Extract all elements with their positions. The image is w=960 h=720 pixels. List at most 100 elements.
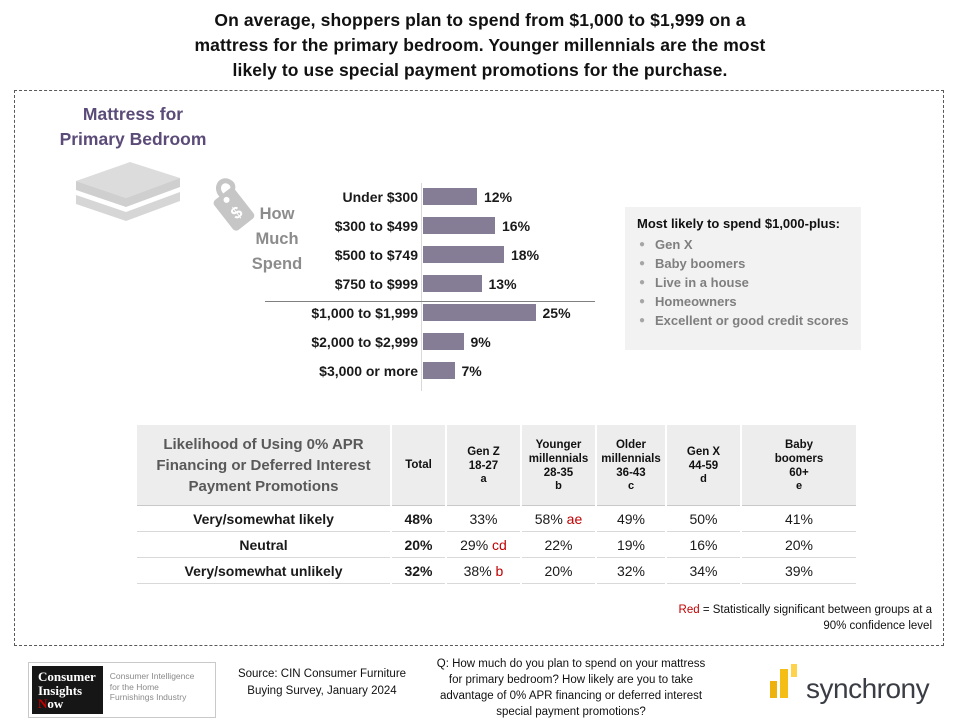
bar-value-label: 7%	[461, 362, 482, 379]
significance-letters: cd	[488, 536, 507, 553]
bar	[423, 304, 536, 321]
callout-item: ● Homeowners	[637, 292, 851, 311]
cin-logo-ow: ow	[47, 696, 64, 711]
cell-value: 49%	[616, 510, 646, 527]
price-tag-icon: $	[198, 170, 260, 241]
bar	[423, 217, 495, 234]
table-title: Likelihood of Using 0% APR Financing or …	[135, 425, 391, 506]
column-letter: b	[555, 479, 562, 492]
likelihood-table: Likelihood of Using 0% APR Financing or …	[135, 425, 856, 584]
total-cell: 48%	[390, 505, 446, 532]
bar-row: $1,000 to $1,999 25%	[270, 298, 610, 327]
significance-note: Red = Statistically significant between …	[660, 602, 932, 634]
bar-value-label: 25%	[542, 304, 571, 321]
callout-item-label: Excellent or good credit scores	[655, 313, 849, 328]
callout-item-label: Homeowners	[655, 294, 737, 309]
row-label: Neutral	[135, 531, 391, 558]
cell-value: 38%	[463, 562, 492, 579]
bullet-icon: ●	[639, 239, 646, 250]
column-header-label: Baby boomers 60+	[774, 438, 824, 479]
question-text: Q: How much do you plan to spend on your…	[436, 658, 706, 718]
table-row: Very/somewhat likely 48% 33% 58% ae 49% 50% 41…	[135, 505, 856, 532]
callout-item: ● Live in a house	[637, 273, 851, 292]
bar	[423, 246, 504, 263]
cell-value: 19%	[616, 536, 646, 553]
cell-value: 22%	[544, 536, 573, 553]
content-panel	[14, 90, 944, 646]
bar-row: $2,000 to $2,999 9%	[270, 327, 610, 356]
column-header-label: Younger millennials 28-35	[528, 438, 589, 479]
column-letter: d	[700, 472, 707, 485]
bar-row: $3,000 or more 7%	[270, 356, 610, 385]
panel-heading: Mattress for Primary Bedroom	[59, 104, 207, 149]
value-cell: 32%	[595, 557, 666, 584]
bar-wrap: 25%	[418, 304, 571, 321]
value-cell: 16%	[665, 531, 741, 558]
bar-category-label: $3,000 or more	[319, 362, 418, 379]
cin-logo-line3: Now	[38, 697, 96, 711]
table-column-header: Younger millennials 28-35 b	[520, 425, 596, 506]
table-column-header: Baby boomers 60+ e	[740, 425, 856, 506]
chart-divider-line	[265, 301, 595, 302]
cell-value: 20%	[784, 536, 814, 553]
mattress-icon	[68, 156, 186, 231]
bar-category-label: $300 to $499	[334, 217, 418, 234]
bar-wrap: 12%	[418, 188, 512, 205]
total-cell: 20%	[390, 531, 446, 558]
column-header-label: Gen Z 18-27	[467, 445, 500, 472]
callout-item-label: Baby boomers	[655, 256, 746, 271]
cell-value: 34%	[689, 562, 718, 579]
cin-logo-line1: Consumer	[38, 669, 96, 684]
bar-value-label: 12%	[484, 188, 513, 205]
source-text: Source: CIN Consumer Furniture Buying Su…	[237, 668, 407, 697]
bar-wrap: 7%	[418, 362, 482, 379]
value-cell: 50%	[665, 505, 741, 532]
cell-value: 41%	[784, 510, 814, 527]
value-cell: 20%	[740, 531, 856, 558]
callout-box: Most likely to spend $1,000-plus: ● Gen X…	[625, 207, 861, 350]
cell-value: 32%	[404, 562, 433, 579]
bullet-icon: ●	[639, 277, 646, 288]
row-label: Very/somewhat unlikely	[135, 557, 391, 584]
bar-category-label: $2,000 to $2,999	[311, 333, 418, 350]
bar-category-label: Under $300	[342, 188, 418, 205]
bar	[423, 275, 482, 292]
table-row: Neutral 20% 29% cd 22% 19% 16% 20%	[135, 531, 856, 558]
cin-logo-red-n: N	[38, 696, 48, 711]
table-header-row: Likelihood of Using 0% APR Financing or …	[135, 425, 856, 506]
bar	[423, 333, 464, 350]
bar-value-label: 9%	[470, 333, 491, 350]
cell-value: 20%	[544, 562, 573, 579]
table-column-header: Total	[390, 425, 446, 506]
cin-logo: Consumer Insights Now Consumer Intellige…	[28, 662, 216, 718]
bar-row: $500 to $749 18%	[270, 240, 610, 269]
callout-item: ● Excellent or good credit scores	[637, 311, 851, 330]
value-cell: 49%	[595, 505, 666, 532]
column-header-label: Older millennials 36-43	[601, 438, 661, 479]
synchrony-mark-icon	[770, 664, 797, 698]
cell-value: 20%	[404, 536, 433, 553]
spend-bar-chart: Under $300 12% $300 to $499 16% $500 to $749…	[270, 182, 610, 385]
significance-note-text: = Statistically significant between grou…	[699, 604, 932, 632]
callout-item-label: Live in a house	[655, 275, 749, 290]
cin-logo-tagline: Consumer Intelligence for the Home Furni…	[109, 671, 195, 702]
synchrony-logo: synchrony	[770, 662, 930, 704]
bar-wrap: 18%	[418, 246, 539, 263]
table-row: Very/somewhat unlikely 32% 38% b 20% 32% 34% 3…	[135, 557, 856, 584]
bullet-icon: ●	[639, 258, 646, 269]
bar-wrap: 9%	[418, 333, 491, 350]
column-letter: e	[795, 479, 803, 492]
callout-item-label: Gen X	[655, 237, 693, 252]
value-cell: 20%	[520, 557, 596, 584]
bar	[423, 188, 477, 205]
value-cell: 34%	[665, 557, 741, 584]
callout-item: ● Gen X	[637, 235, 851, 254]
cell-value: 50%	[689, 510, 718, 527]
value-cell: 39%	[740, 557, 856, 584]
column-header-label: Total	[405, 459, 432, 471]
cell-value: 16%	[689, 536, 718, 553]
value-cell: 33%	[445, 505, 521, 532]
bullet-icon: ●	[639, 315, 646, 326]
value-cell: 19%	[595, 531, 666, 558]
